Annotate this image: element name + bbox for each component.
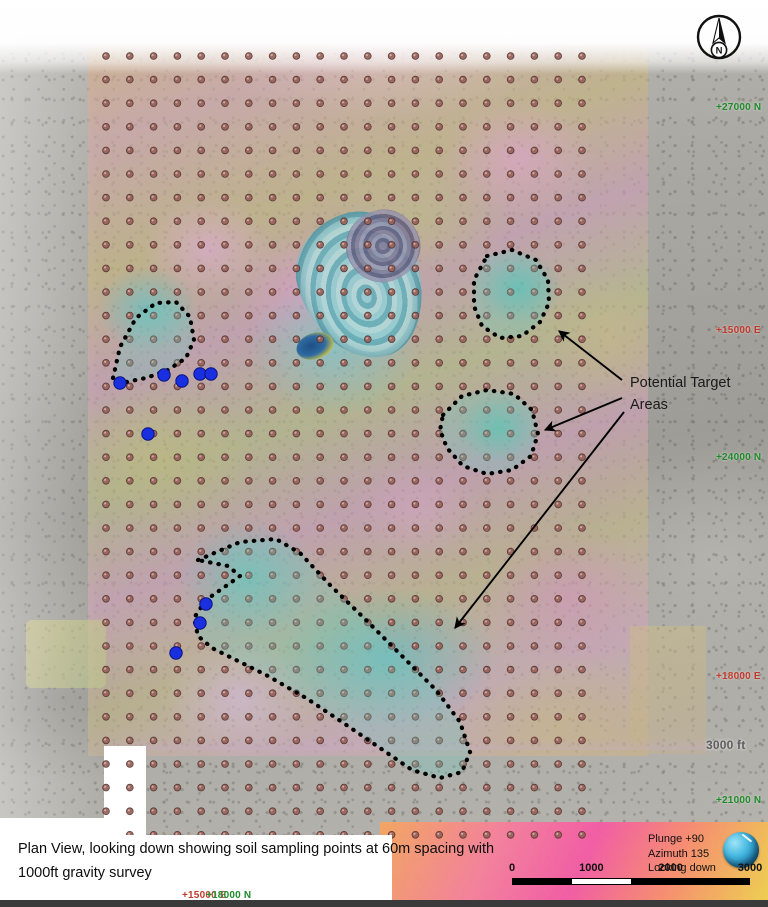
coordinate-label-15000e: +15000 E	[182, 890, 227, 901]
scale-seg-2	[572, 879, 631, 884]
annot-line-1: Potential Target	[630, 375, 731, 391]
top-white-band	[0, 0, 768, 74]
orientation-plunge: Plunge +90	[648, 833, 704, 845]
figure-caption: Plan View, looking down showing soil sam…	[18, 838, 518, 885]
caption-line-1: Plan View, looking down showing soil sam…	[18, 841, 495, 858]
coordinate-label-18000e: +18000 E	[716, 671, 761, 682]
coordinate-label-27000n: +27000 N	[716, 102, 762, 113]
coordinate-label-15000e: +15000 E	[716, 325, 761, 336]
compass-north-letter: N	[716, 46, 723, 57]
annot-line-2: Areas	[630, 397, 668, 414]
north-arrow-compass: N	[694, 12, 744, 62]
coordinate-label-18000n: +18000 N	[206, 890, 252, 901]
gravity-strip-feather	[104, 738, 714, 750]
gravity-strip-white-gap	[104, 746, 146, 842]
scale-bar: 0 1000 2000 3000	[508, 862, 762, 885]
orientation-text-block: Plunge +90 Azimuth 135 Looking down	[648, 832, 716, 876]
coordinate-label-24000n: +24000 N	[716, 452, 762, 463]
orientation-view: Looking down	[648, 862, 716, 875]
scale-bar-labels: 0 1000 2000 3000	[508, 862, 762, 876]
scale-bar-graphic	[512, 878, 750, 885]
scale-bar-tick-1000: 1000	[579, 862, 604, 874]
bottom-border-rule	[0, 900, 768, 907]
geophysics-color-overlay	[88, 38, 648, 756]
caption-line-2: 1000ft gravity survey	[18, 864, 152, 881]
scale-seg-1	[513, 879, 572, 884]
caption-backdrop-left	[0, 818, 110, 907]
scale-seg-3	[631, 879, 690, 884]
scale-bar-tick-2000: 2000	[658, 862, 683, 874]
scale-bar-tick-0: 0	[508, 862, 516, 874]
gravity-survey-lower-block	[380, 822, 768, 907]
orientation-azimuth: Azimuth 135	[648, 847, 710, 860]
depth-label: 3000 ft	[706, 738, 746, 752]
scale-seg-4	[690, 879, 749, 884]
geophysics-right-lobe	[630, 626, 706, 754]
scale-bar-tick-3000: 3000	[737, 862, 763, 874]
orientation-sphere-icon	[723, 832, 759, 868]
potential-target-areas-label: Potential Target Areas	[630, 372, 731, 417]
left-haze	[0, 0, 100, 907]
coordinate-label-21000n: +21000 N	[716, 795, 762, 806]
geophysics-left-lobe	[26, 620, 106, 688]
